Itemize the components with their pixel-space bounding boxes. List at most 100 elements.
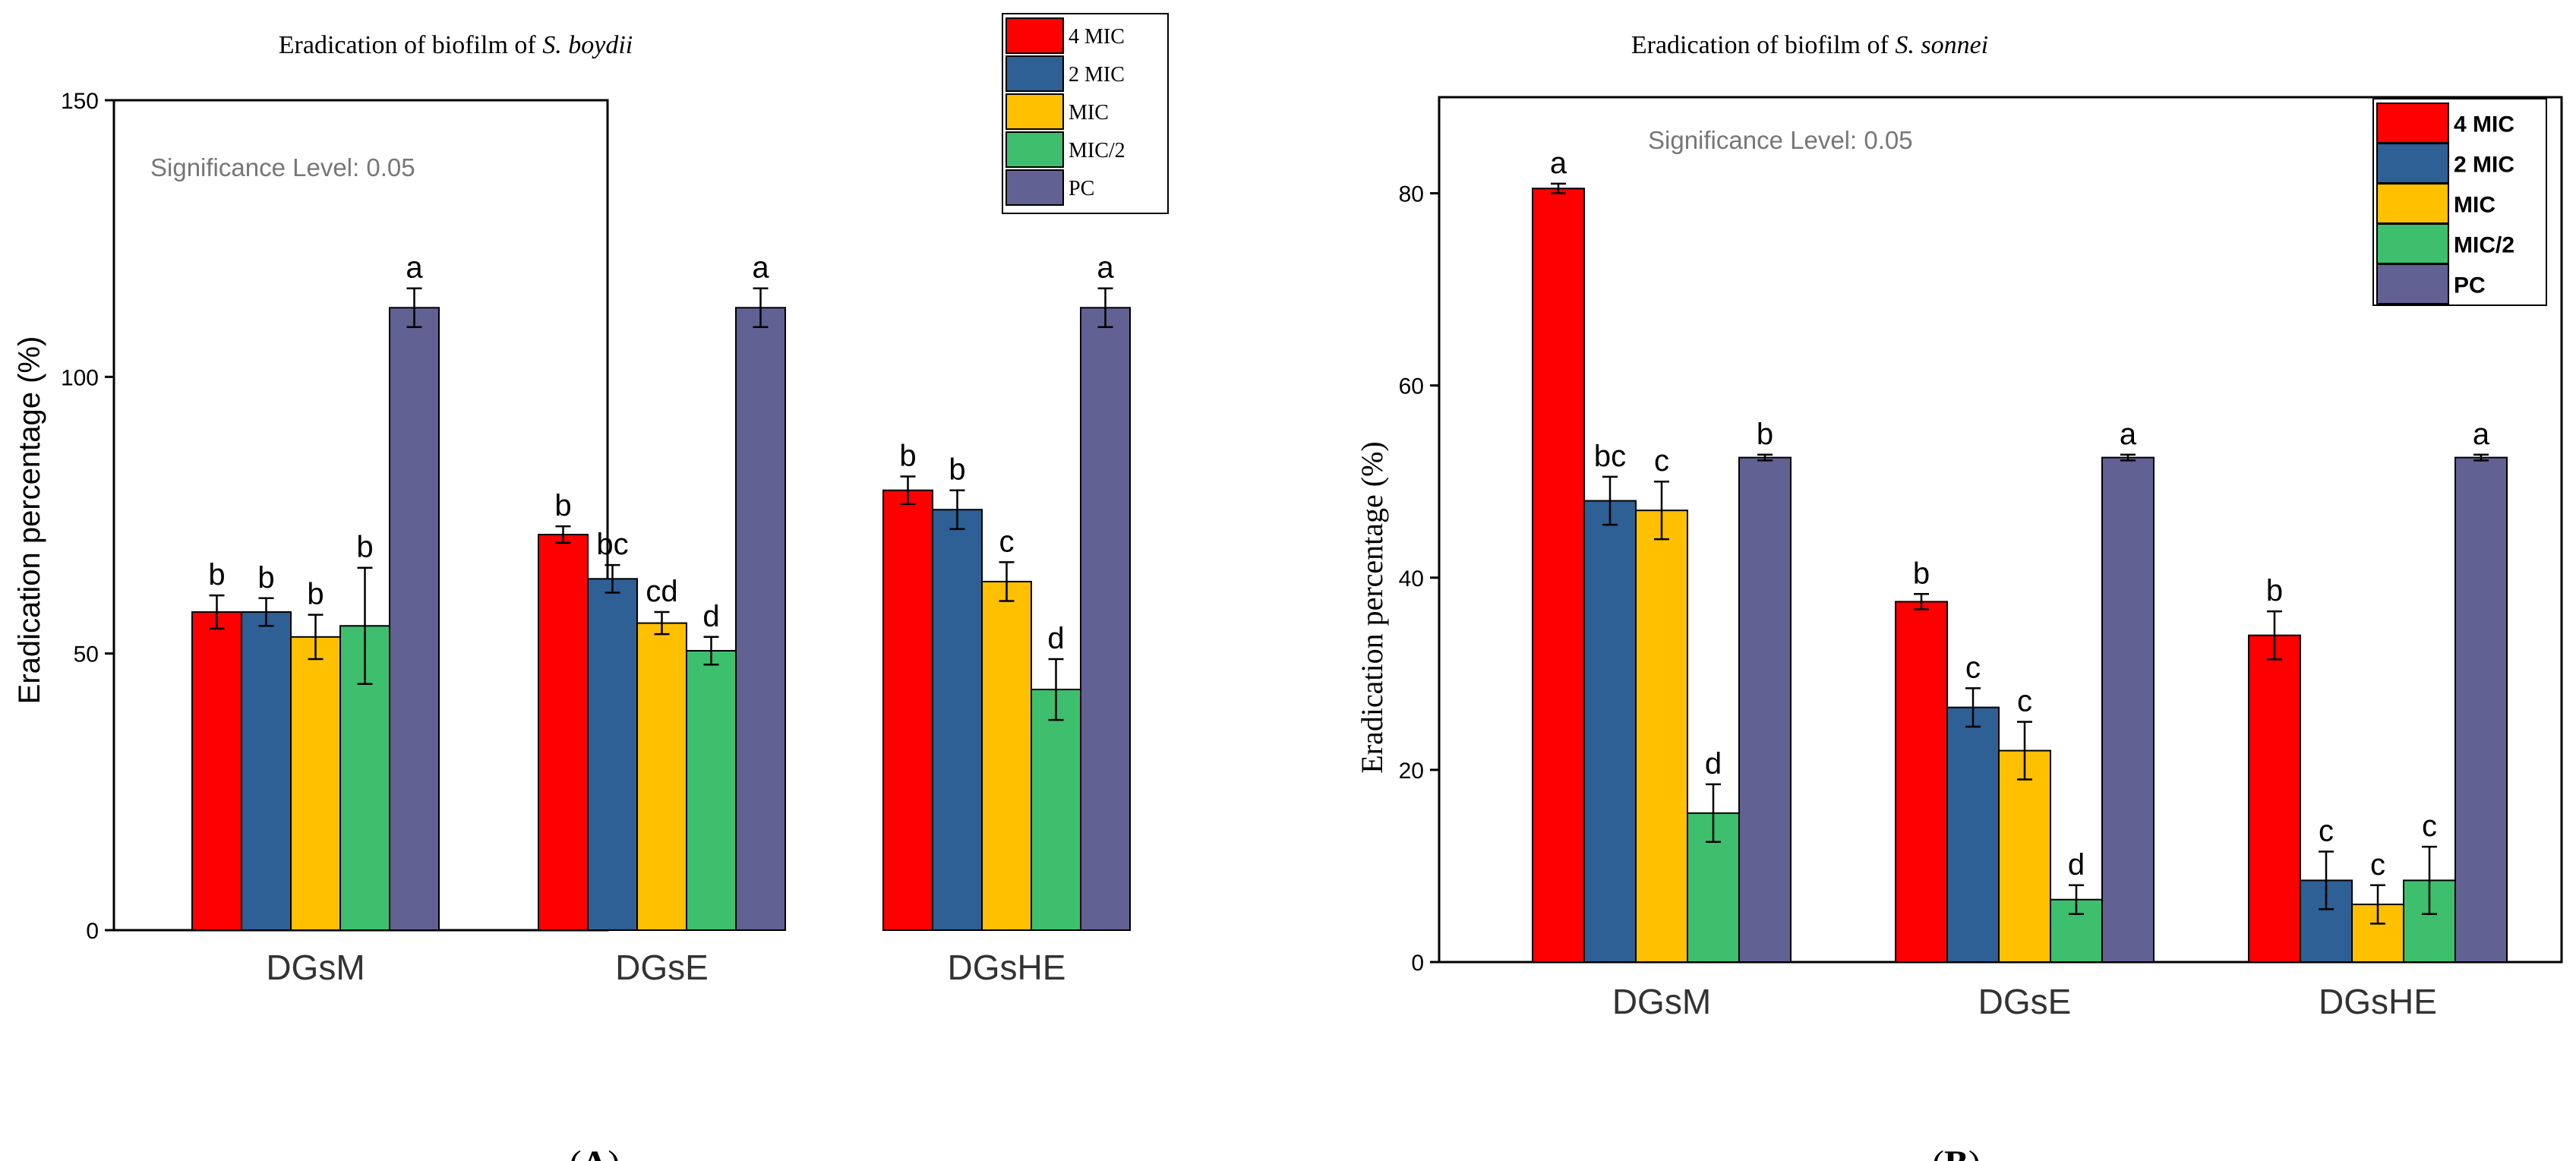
significance-letter-b: c [2422, 809, 2437, 843]
legend-swatch-b [2376, 223, 2449, 264]
bar-a [538, 534, 589, 931]
legend-label-a: MIC [1069, 101, 1109, 125]
significance-letter-a: d [1047, 622, 1064, 655]
bar-a [290, 636, 341, 931]
significance-annotation-b: Significance Level: 0.05 [1648, 126, 1913, 154]
bar-a [1031, 689, 1081, 932]
significance-letter-a: b [899, 439, 916, 472]
y-tick-label-b: 60 [1399, 374, 1424, 399]
significance-letter-a: b [554, 489, 571, 522]
panel-label-b: (B) [1932, 1144, 1981, 1161]
legend-swatch-a [1005, 93, 1064, 130]
bar-a [1080, 307, 1131, 931]
chart-title-a: Eradication of biofilm of S. boydii [279, 31, 633, 59]
bar-b [1738, 456, 1792, 963]
y-tick-label-a: 50 [74, 642, 99, 667]
bar-a [191, 611, 242, 931]
chart-panel-b: Eradication of biofilm of S. sonnei Sign… [1355, 31, 2563, 1161]
legend-label-b: MIC [2454, 192, 2496, 217]
bar-b [1998, 749, 2051, 963]
legend-swatch-b [2376, 263, 2449, 304]
legend-label-b: 2 MIC [2454, 152, 2514, 177]
y-tick-label-a: 150 [61, 89, 99, 114]
y-axis-label-a: Eradication percentage (%) [13, 336, 46, 705]
y-tick-label-b: 20 [1399, 759, 1424, 784]
significance-annotation-a: Significance Level: 0.05 [150, 153, 415, 181]
significance-letter-a: c [999, 525, 1015, 558]
significance-letter-b: a [2120, 418, 2137, 451]
bar-b [2101, 456, 2155, 963]
x-category-label-a: DGsHE [948, 948, 1066, 987]
bar-a [686, 650, 737, 931]
chart-panel-a: Eradication of biofilm of S. boydii Sign… [13, 13, 1169, 1161]
bar-b [1583, 500, 1637, 963]
significance-letter-a: a [406, 251, 423, 285]
bar-a [981, 580, 1032, 931]
significance-letter-a: cd [646, 575, 677, 608]
x-category-label-a: DGsE [615, 948, 709, 987]
legend-b: 4 MIC 2 MIC MIC MIC/2 PC [2372, 98, 2547, 306]
x-category-label-b: DGsHE [2319, 982, 2437, 1021]
significance-letter-b: c [2319, 814, 2334, 847]
bar-b [1946, 706, 2000, 964]
legend-swatch-a [1005, 131, 1064, 168]
significance-letter-b: bc [1594, 440, 1626, 473]
significance-letter-a: a [752, 251, 769, 285]
legend-label-a: MIC/2 [1069, 139, 1125, 162]
bar-a [241, 611, 292, 931]
significance-letter-b: c [2370, 848, 2385, 882]
legend-swatch-b [2376, 103, 2449, 144]
significance-letter-a: b [356, 531, 373, 564]
bar-b [2248, 634, 2301, 963]
bar-a [636, 622, 687, 932]
bar-a [389, 307, 440, 931]
bar-a [882, 489, 933, 931]
significance-letter-b: d [2068, 848, 2085, 882]
bar-b [2454, 456, 2508, 963]
bar-a [587, 578, 638, 932]
significance-letter-b: c [2017, 685, 2032, 718]
legend-swatch-a [1005, 169, 1064, 206]
legend-swatch-b [2376, 143, 2449, 184]
legend-swatch-a [1005, 17, 1064, 54]
chart-title-b: Eradication of biofilm of S. sonnei [1631, 31, 1988, 59]
x-category-label-a: DGsM [266, 948, 365, 987]
bar-b [1895, 601, 1948, 964]
y-tick-label-b: 0 [1411, 951, 1424, 976]
panel-label-a: (A) [570, 1144, 620, 1161]
y-tick-label-a: 100 [61, 365, 99, 390]
legend-label-a: 2 MIC [1069, 63, 1125, 87]
y-tick-label-b: 40 [1399, 566, 1424, 592]
y-tick-label-b: 80 [1399, 182, 1424, 207]
legend-label-a: PC [1069, 177, 1094, 200]
significance-letter-b: b [1757, 418, 1773, 451]
bar-a [932, 509, 983, 931]
bar-a [735, 307, 786, 931]
legend-label-b: 4 MIC [2454, 112, 2514, 137]
x-category-label-b: DGsM [1612, 982, 1711, 1021]
legend-label-b: MIC/2 [2454, 232, 2514, 257]
significance-letter-a: b [208, 558, 225, 592]
significance-letter-b: c [1965, 651, 1981, 684]
bar-b [1635, 510, 1688, 963]
significance-letter-a: bc [596, 528, 628, 561]
y-axis-label-b: Eradication percentage (%) [1355, 441, 1389, 774]
legend-swatch-b [2376, 183, 2449, 224]
significance-letter-b: b [1913, 557, 1930, 590]
significance-letter-b: d [1705, 747, 1722, 781]
x-category-label-b: DGsE [1978, 982, 2072, 1021]
significance-letter-a: a [1097, 251, 1114, 285]
legend-label-a: 4 MIC [1069, 25, 1125, 49]
significance-letter-a: d [702, 600, 719, 633]
significance-letter-b: a [2473, 418, 2490, 451]
significance-letter-a: b [949, 453, 965, 487]
legend-a: 4 MIC 2 MIC MIC MIC/2 PC [1002, 13, 1169, 214]
significance-letter-b: a [1550, 147, 1567, 180]
significance-letter-a: b [307, 578, 324, 611]
bar-b [1532, 188, 1585, 963]
significance-letter-b: b [2266, 574, 2283, 607]
significance-letter-b: c [1654, 444, 1669, 478]
y-tick-label-a: 0 [86, 919, 99, 944]
legend-swatch-a [1005, 55, 1064, 92]
